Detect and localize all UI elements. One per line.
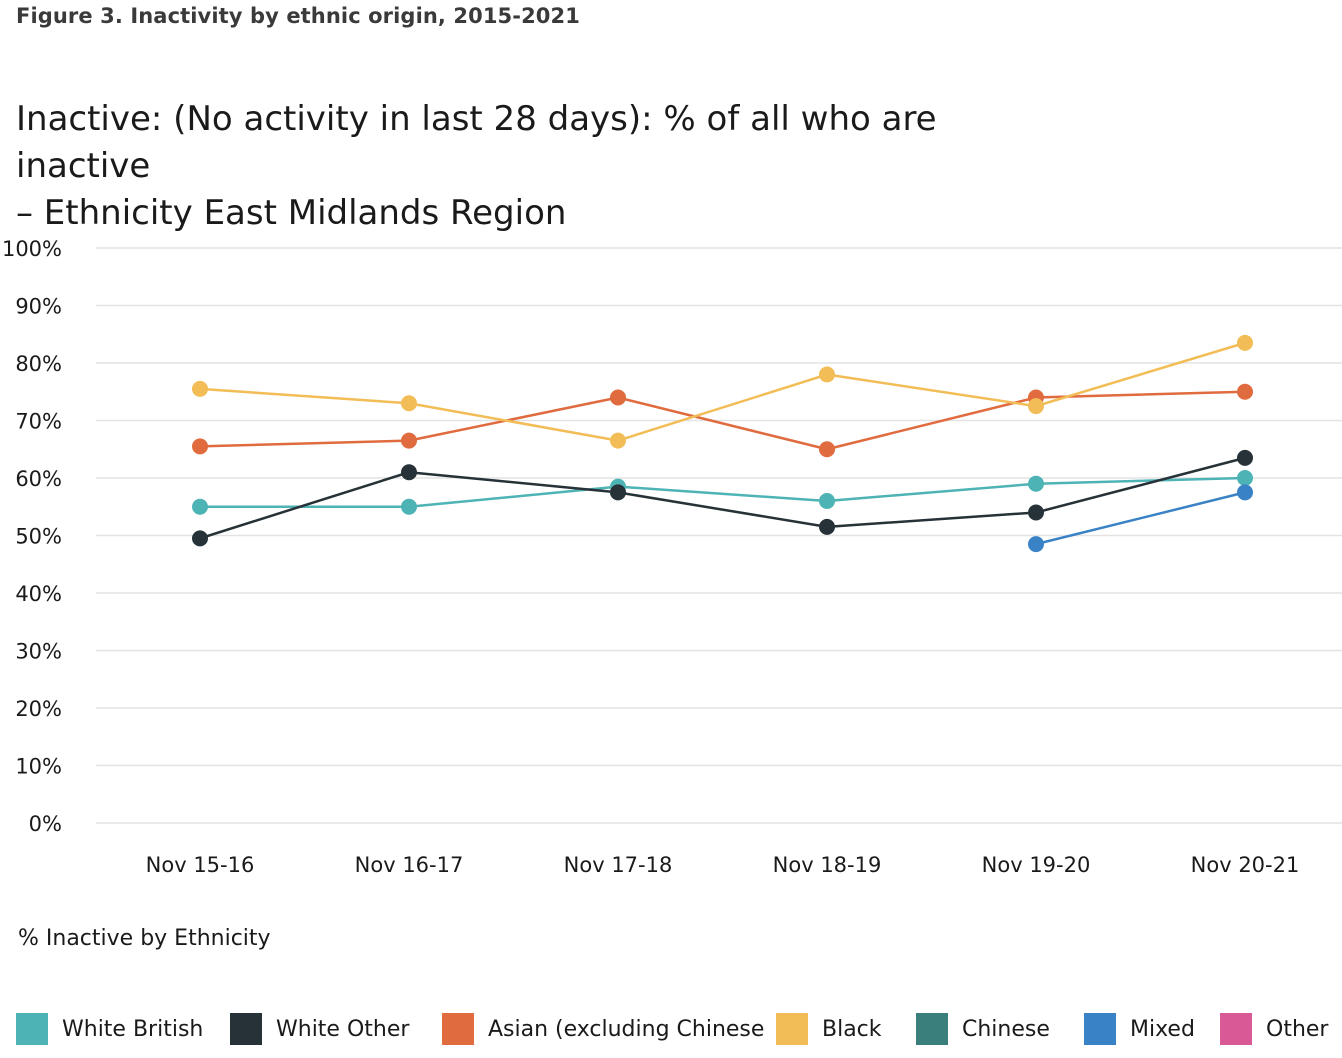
legend-label: White British [62,1016,204,1042]
legend-swatch [916,1013,948,1045]
legend-item-white-british[interactable]: White British [16,1012,203,1046]
series-line-white-british [200,476,1246,508]
y-tick-label: 80% [15,352,62,376]
legend-swatch [16,1013,48,1045]
legend-swatch [442,1013,474,1045]
legend-swatch [1084,1013,1116,1045]
x-tick-label: Nov 18-19 [773,853,882,877]
x-tick-label: Nov 17-18 [564,853,673,877]
x-tick-label: Nov 20-21 [1191,853,1300,877]
data-point-white-british[interactable] [1028,475,1044,492]
legend-swatch [230,1013,262,1045]
data-point-asian-excluding-chinese[interactable] [192,438,208,455]
data-point-black[interactable] [819,366,835,383]
y-tick-label: 100% [2,237,62,261]
legend-label: Mixed [1130,1016,1195,1042]
data-point-white-other[interactable] [192,530,208,547]
y-tick-label: 30% [15,640,62,664]
data-point-black[interactable] [401,395,417,412]
legend-label: Chinese [962,1016,1050,1042]
series-points [192,334,1253,553]
data-point-black[interactable] [192,380,208,397]
y-tick-label: 70% [15,410,62,434]
data-point-white-other[interactable] [401,464,417,481]
data-point-black[interactable] [1028,398,1044,415]
data-point-mixed[interactable] [1028,536,1044,553]
data-point-asian-excluding-chinese[interactable] [819,441,835,458]
legend-label: Black [822,1016,882,1042]
series-line-mixed [1035,491,1246,546]
chart-title-line-1: Inactive: (No activity in last 28 days):… [16,99,937,186]
y-tick-label: 0% [29,812,62,836]
data-point-white-british[interactable] [401,498,417,515]
x-tick-label: Nov 19-20 [982,853,1091,877]
chart-title: Inactive: (No activity in last 28 days):… [16,96,1016,237]
series-lines [199,341,1246,546]
legend-item-asian-excluding-chinese[interactable]: Asian (excluding Chinese [442,1012,764,1046]
y-tick-label: 50% [15,525,62,549]
data-point-white-other[interactable] [610,484,626,501]
data-point-white-other[interactable] [1237,449,1253,466]
legend-item-chinese[interactable]: Chinese [916,1012,1050,1046]
legend-label: Asian (excluding Chinese [488,1016,765,1042]
figure-caption: Figure 3. Inactivity by ethnic origin, 2… [16,4,580,28]
legend: White British White Other Asian (excluding… [16,1012,1342,1046]
data-point-white-british[interactable] [1237,470,1253,486]
legend-label: White Other [276,1016,410,1042]
x-tick-label: Nov 15-16 [146,853,255,877]
legend-label: Other [1266,1016,1329,1042]
y-tick-label: 90% [15,295,62,319]
series-line-black [199,341,1246,442]
data-point-black[interactable] [610,432,626,449]
y-tick-label: 60% [15,467,62,491]
data-point-asian-excluding-chinese[interactable] [610,389,626,406]
data-point-white-british[interactable] [819,493,835,509]
x-axis-tick-labels: Nov 15-16 Nov 16-17 Nov 17-18 Nov 18-19 Nov … [146,853,1300,877]
line-chart: 0% 10% 20% 30% 40% 50% 60% 70% 80% 90% 100% Nov 15… [2,237,1342,877]
legend-item-white-other[interactable]: White Other [230,1012,409,1046]
series-line-white-other [199,456,1246,540]
x-tick-label: Nov 16-17 [355,853,464,877]
legend-swatch [776,1013,808,1045]
data-point-black[interactable] [1237,334,1253,351]
data-point-asian-excluding-chinese[interactable] [401,432,417,449]
legend-item-mixed[interactable]: Mixed [1084,1012,1195,1046]
y-tick-label: 40% [15,582,62,606]
legend-title: % Inactive by Ethnicity [18,926,271,951]
gridlines [96,247,1342,824]
y-tick-label: 20% [15,697,62,721]
legend-item-other[interactable]: Other [1220,1012,1328,1046]
data-point-white-other[interactable] [1028,504,1044,521]
y-tick-label: 10% [15,755,62,779]
legend-item-black[interactable]: Black [776,1012,882,1046]
legend-swatch [1220,1013,1252,1045]
data-point-asian-excluding-chinese[interactable] [1237,383,1253,400]
data-point-white-british[interactable] [192,498,208,515]
y-axis-tick-labels: 0% 10% 20% 30% 40% 50% 60% 70% 80% 90% 100% [2,237,62,836]
chart-title-line-2: – Ethnicity East Midlands Region [16,193,567,233]
data-point-white-other[interactable] [819,518,835,535]
data-point-mixed[interactable] [1237,484,1253,501]
